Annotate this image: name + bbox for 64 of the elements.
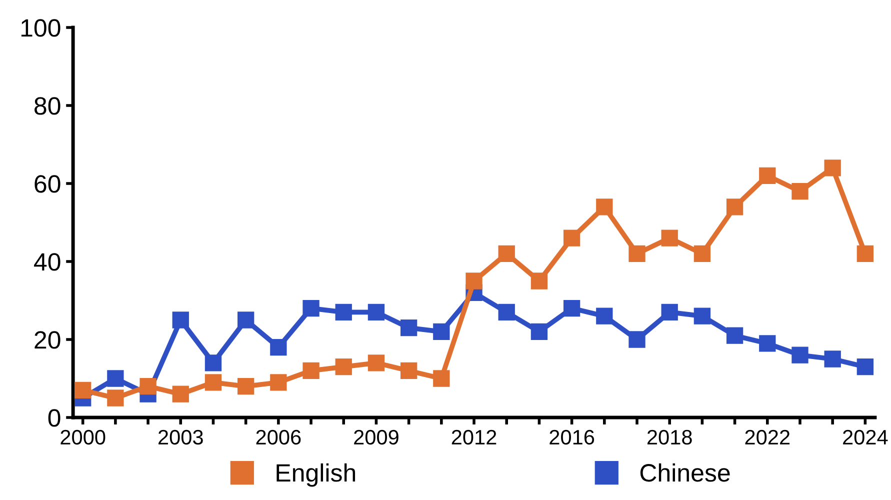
point <box>824 350 841 368</box>
y-tick-label: 0 <box>48 409 60 427</box>
point <box>140 378 156 395</box>
point <box>596 308 613 324</box>
point <box>204 374 222 391</box>
point <box>563 230 580 246</box>
point <box>726 327 744 344</box>
x-tick-label: 2018 <box>647 430 692 445</box>
point <box>726 198 744 216</box>
point <box>172 312 189 328</box>
y-tick-label: 40 <box>34 253 60 271</box>
point <box>368 354 385 372</box>
x-tick-label: 2000 <box>60 430 106 445</box>
point <box>498 245 515 262</box>
point <box>433 370 450 387</box>
point <box>270 338 287 356</box>
y-tick-label: 20 <box>34 331 60 349</box>
point <box>661 230 678 246</box>
point <box>759 167 776 184</box>
point <box>596 198 613 216</box>
point <box>400 319 418 336</box>
x-tick-label: 2006 <box>256 430 301 445</box>
point <box>400 362 418 380</box>
point <box>856 245 874 262</box>
y-tick-label: 80 <box>34 97 60 115</box>
point <box>368 304 385 321</box>
point <box>237 312 254 328</box>
point <box>694 245 711 262</box>
point <box>107 390 124 406</box>
point <box>563 300 580 317</box>
y-tick-label: 60 <box>34 175 60 193</box>
point <box>661 304 678 321</box>
x-tick-label: 2003 <box>158 430 203 445</box>
point <box>335 358 352 376</box>
point <box>759 335 776 352</box>
point <box>530 272 548 290</box>
point <box>498 304 515 321</box>
point <box>237 378 254 395</box>
point <box>302 362 320 380</box>
legend-label: English <box>276 463 356 487</box>
point <box>466 272 482 290</box>
point <box>792 346 808 364</box>
point <box>824 160 841 176</box>
point <box>270 374 287 391</box>
x-tick-label: 2012 <box>452 430 496 445</box>
point <box>530 323 548 340</box>
point <box>302 300 320 317</box>
point <box>433 323 450 340</box>
x-tick-label: 2024 <box>843 430 888 445</box>
x-tick-label: 2009 <box>354 430 398 445</box>
point <box>792 182 808 200</box>
point <box>172 386 189 402</box>
legend-label: Chinese <box>640 463 730 482</box>
x-tick-label: 2022 <box>745 430 790 445</box>
x-tick-label: 2016 <box>550 430 594 445</box>
point <box>856 358 874 376</box>
point <box>694 308 711 324</box>
point <box>335 304 352 321</box>
point <box>628 331 646 348</box>
point <box>628 245 646 262</box>
point <box>107 370 124 387</box>
point <box>74 382 92 399</box>
point <box>204 354 222 372</box>
y-tick-label: 100 <box>21 19 60 37</box>
